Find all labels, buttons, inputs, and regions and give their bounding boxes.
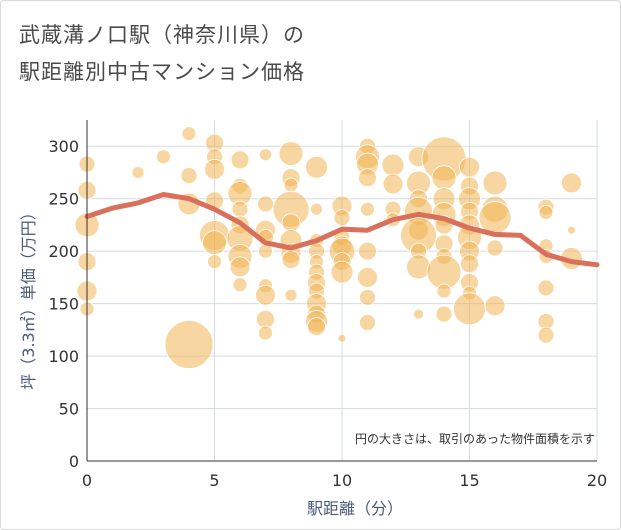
data-bubble: [486, 239, 504, 257]
x-tick-label: 5: [209, 471, 219, 490]
data-bubble: [305, 155, 328, 179]
data-bubble: [333, 209, 351, 226]
data-bubble: [307, 317, 326, 337]
data-bubble: [310, 202, 323, 216]
data-bubble: [330, 260, 354, 284]
data-bubble: [202, 230, 227, 256]
size-annotation: 円の大きさは、取引のあった物件面積を示す: [355, 431, 595, 446]
data-bubble: [278, 141, 304, 166]
trend-layer: [84, 192, 600, 268]
data-bubble: [358, 241, 377, 261]
y-tick-label: 300: [48, 137, 79, 156]
data-bubble: [232, 277, 248, 293]
data-bubble: [284, 288, 298, 302]
y-tick-label: 250: [48, 190, 79, 209]
data-bubble: [257, 195, 274, 213]
data-bubble: [537, 279, 555, 297]
data-bubble: [359, 288, 376, 306]
data-bubble: [358, 168, 377, 188]
data-bubble: [561, 172, 582, 194]
data-bubble: [357, 266, 378, 288]
average-trend-line: [84, 192, 600, 268]
y-axis-label: 坪（3.3㎡）単価（万円）: [19, 204, 38, 389]
x-axis-label: 駅距離（分）: [307, 499, 403, 518]
y-tick-label: 50: [59, 400, 79, 419]
y-tick-label: 200: [48, 242, 79, 261]
data-bubble: [567, 225, 576, 235]
data-bubble: [460, 254, 479, 274]
data-bubble: [459, 156, 480, 178]
data-bubble: [478, 201, 512, 234]
data-bubble: [180, 167, 198, 185]
y-tick-label: 0: [69, 452, 79, 471]
x-tick-label: 20: [587, 471, 607, 490]
data-bubble: [281, 250, 301, 269]
x-tick-label: 15: [459, 471, 479, 490]
axes-layer: 0 50 100 150 200 250 300 0 5 10 15 20: [48, 120, 607, 490]
data-bubble: [181, 126, 197, 142]
data-bubble: [231, 200, 249, 218]
y-tick-label: 150: [48, 295, 79, 314]
data-bubble: [435, 305, 453, 323]
data-bubble: [164, 320, 214, 369]
data-bubble: [359, 314, 376, 331]
data-bubble: [436, 283, 452, 299]
data-bubble: [207, 254, 222, 270]
data-bubble: [259, 148, 272, 162]
data-bubble: [255, 284, 276, 306]
x-tick-label: 0: [82, 471, 92, 490]
bubble-layer: [74, 126, 583, 369]
chart-title-line-1: 武蔵溝ノ口駅（神奈川県）の: [19, 23, 305, 47]
data-bubble: [484, 295, 506, 317]
data-bubble: [482, 170, 508, 196]
data-bubble: [283, 177, 299, 193]
data-bubble: [258, 325, 273, 341]
data-bubble: [453, 292, 486, 326]
data-bubble: [538, 204, 554, 220]
data-bubble: [131, 166, 145, 179]
data-bubble: [413, 308, 424, 320]
x-tick-label: 10: [332, 471, 352, 490]
data-bubble: [229, 256, 251, 278]
data-bubble: [337, 333, 347, 343]
data-bubble: [381, 153, 405, 177]
data-bubble: [204, 158, 225, 180]
data-bubble: [382, 173, 404, 195]
data-bubble: [431, 165, 457, 191]
grid-lines: [87, 120, 598, 461]
data-bubble: [156, 149, 171, 165]
data-bubble: [537, 326, 555, 344]
chart-title-line-2: 駅距離別中古マンション価格: [19, 60, 305, 84]
y-tick-label: 100: [48, 347, 79, 366]
data-bubble: [360, 201, 375, 217]
data-bubble: [281, 213, 301, 233]
data-bubble: [230, 150, 250, 170]
